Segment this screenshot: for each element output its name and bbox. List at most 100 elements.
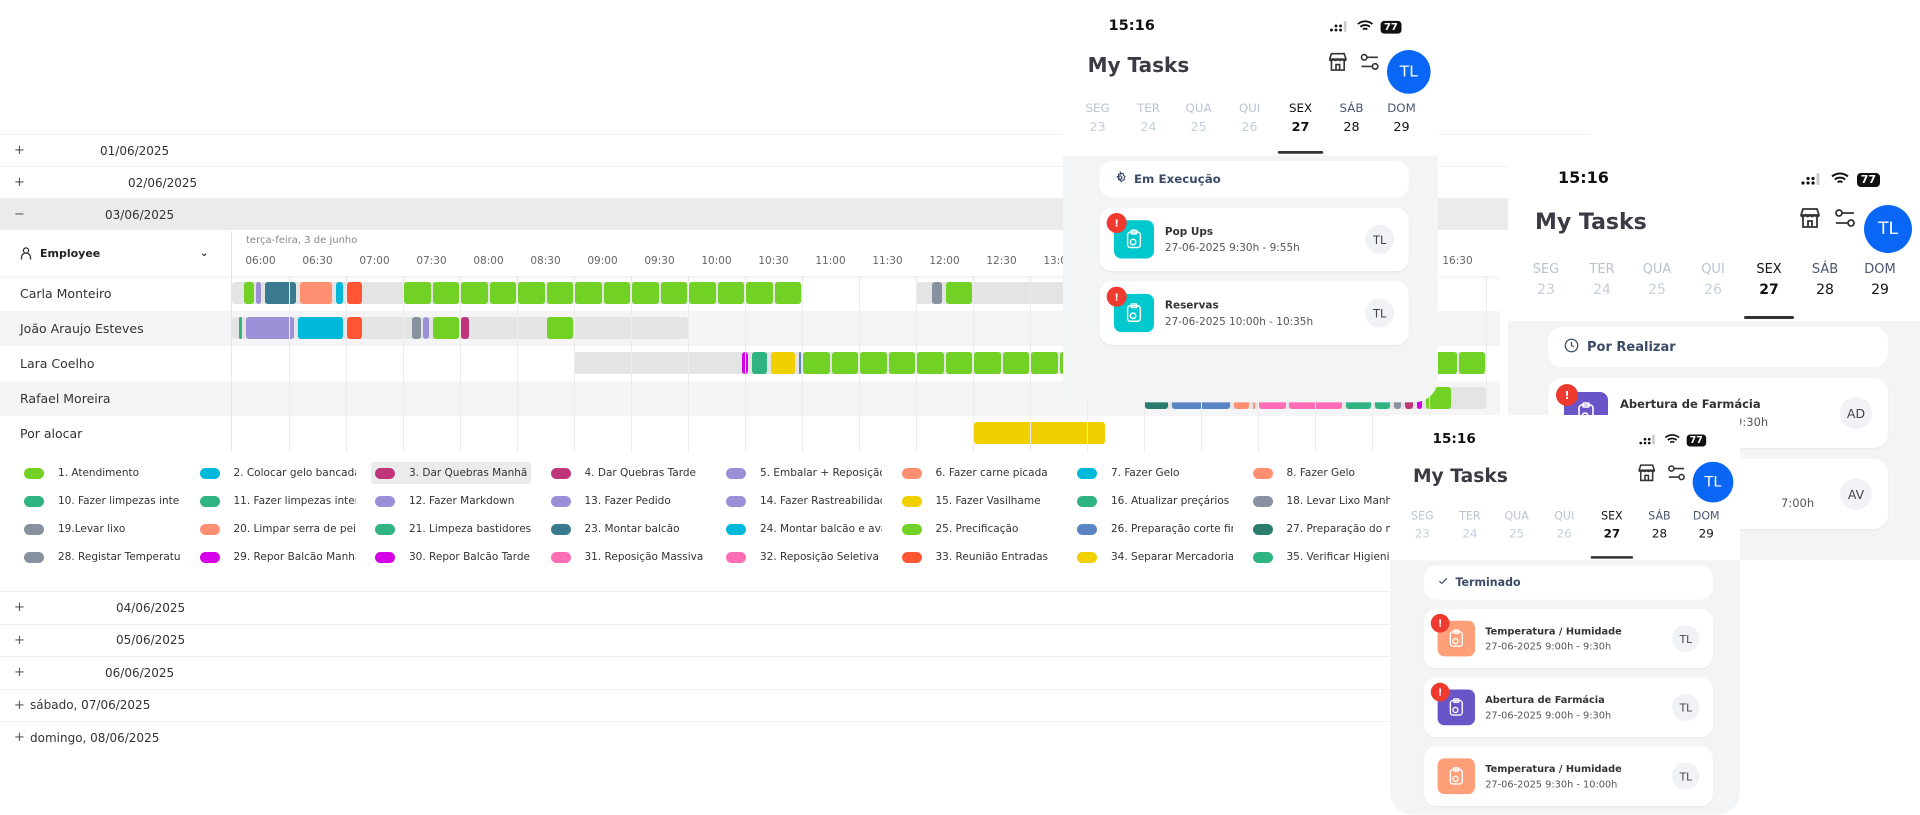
legend-item[interactable]: 4. Dar Quebras Tarde: [547, 462, 707, 484]
legend-item[interactable]: 20. Limpar serra de peix: [196, 518, 356, 540]
legend-item[interactable]: 15. Fazer Vasilhame: [898, 490, 1058, 512]
expand-icon[interactable]: +: [14, 600, 25, 615]
date-row[interactable]: +04/06/2025: [0, 591, 1590, 623]
legend-item[interactable]: 34. Separar Mercadoria: [1073, 546, 1233, 568]
legend-item[interactable]: 6. Fazer carne picada: [898, 462, 1058, 484]
user-avatar[interactable]: TL: [1386, 50, 1431, 94]
legend-item[interactable]: 1. Atendimento: [20, 462, 180, 484]
task-bar[interactable]: [603, 282, 630, 304]
task-bar[interactable]: [299, 282, 332, 304]
expand-icon[interactable]: +: [14, 730, 25, 745]
task-bar[interactable]: [632, 282, 659, 304]
expand-icon[interactable]: +: [14, 175, 25, 190]
user-avatar[interactable]: TL: [1864, 205, 1912, 253]
task-bar[interactable]: [546, 317, 573, 339]
store-icon[interactable]: [1798, 206, 1824, 232]
task-bar[interactable]: [432, 282, 459, 304]
task-bar[interactable]: [244, 282, 254, 304]
task-bar[interactable]: [932, 282, 942, 304]
task-bar[interactable]: [347, 317, 363, 339]
day-tab[interactable]: DOM 29: [1376, 102, 1427, 135]
task-card[interactable]: Temperatura / Humidade 27-06-2025 9:30h -…: [1424, 746, 1713, 806]
task-bar[interactable]: [860, 352, 887, 374]
day-tab[interactable]: DOM 29: [1852, 262, 1908, 298]
day-tab[interactable]: SEG 23: [1072, 102, 1123, 135]
task-card[interactable]: ! Reservas 27-06-2025 10:00h - 10:35h TL: [1099, 281, 1409, 345]
legend-item[interactable]: 27. Preparação do m: [1249, 518, 1409, 540]
day-tab[interactable]: TER 24: [1574, 262, 1630, 298]
day-tab[interactable]: QUI 26: [1540, 510, 1588, 541]
date-row[interactable]: +02/06/2025: [0, 166, 1590, 198]
legend-item[interactable]: 19.Levar lixo: [20, 518, 180, 540]
legend-item[interactable]: 13. Fazer Pedido: [547, 490, 707, 512]
task-bar[interactable]: [432, 317, 459, 339]
legend-item[interactable]: 23. Montar balcão: [547, 518, 707, 540]
status-section-header[interactable]: Por Realizar: [1548, 327, 1888, 367]
employee-filter[interactable]: Employee ⌄: [0, 231, 231, 276]
employee-row[interactable]: Por alocar: [0, 416, 231, 451]
filter-icon[interactable]: [1833, 206, 1859, 232]
task-bar[interactable]: [945, 282, 972, 304]
legend-item[interactable]: 11. Fazer limpezas interr: [196, 490, 356, 512]
task-card[interactable]: ! Pop Ups 27-06-2025 9:30h - 9:55h TL: [1099, 207, 1409, 272]
chevron-down-icon[interactable]: ⌄: [200, 248, 209, 259]
task-bar[interactable]: [945, 352, 972, 374]
filter-icon[interactable]: [1666, 463, 1688, 485]
day-tab[interactable]: TER 24: [1123, 102, 1174, 135]
date-row[interactable]: +01/06/2025: [0, 134, 1590, 166]
task-bar[interactable]: [347, 282, 363, 304]
day-tab[interactable]: QUA 25: [1493, 510, 1541, 541]
legend-item[interactable]: 30. Repor Balcão Tarde: [371, 546, 531, 568]
legend-item[interactable]: 2. Colocar gelo bancada: [196, 462, 356, 484]
task-bar[interactable]: [411, 317, 421, 339]
date-row[interactable]: + domingo, 08/06/2025: [0, 721, 1590, 753]
task-bar[interactable]: [423, 317, 429, 339]
task-bar[interactable]: [660, 282, 687, 304]
task-bar[interactable]: [255, 282, 262, 304]
task-bar[interactable]: [689, 282, 716, 304]
status-section-header[interactable]: Em Execução: [1099, 161, 1409, 198]
task-bar[interactable]: [746, 282, 773, 304]
employee-row[interactable]: Carla Monteiro: [0, 276, 231, 311]
date-row[interactable]: +06/06/2025: [0, 656, 1590, 688]
legend-item[interactable]: 31. Reposição Massiva L: [547, 546, 707, 568]
task-bar[interactable]: [974, 352, 1001, 374]
task-bar[interactable]: [742, 352, 748, 374]
task-bar[interactable]: [799, 352, 802, 374]
task-bar[interactable]: [1458, 352, 1485, 374]
expand-icon[interactable]: +: [14, 632, 25, 648]
task-card[interactable]: ! Temperatura / Humidade 27-06-2025 9:00h …: [1424, 608, 1713, 669]
expand-icon[interactable]: +: [14, 665, 25, 680]
task-bar[interactable]: [489, 282, 516, 304]
legend-item[interactable]: 28. Registar Temperatu: [20, 546, 180, 568]
date-row[interactable]: + sábado, 07/06/2025: [0, 688, 1590, 721]
task-bar[interactable]: [831, 352, 858, 374]
task-bar[interactable]: [751, 352, 767, 374]
day-tab[interactable]: QUA 25: [1173, 102, 1224, 135]
task-bar[interactable]: [888, 352, 915, 374]
task-bar[interactable]: [1002, 352, 1029, 374]
task-bar[interactable]: [518, 282, 545, 304]
legend-item[interactable]: 14. Fazer Rastreabilidad: [722, 490, 882, 512]
legend-item[interactable]: 3. Dar Quebras Manhã: [371, 462, 531, 484]
legend-item[interactable]: 33. Reunião Entradas: [898, 546, 1058, 568]
filter-icon[interactable]: [1359, 51, 1383, 75]
task-bar[interactable]: [404, 282, 431, 304]
day-tab[interactable]: SEX 27: [1275, 102, 1326, 135]
day-tab[interactable]: DOM 29: [1682, 510, 1730, 541]
legend-item[interactable]: 35. Verificar Higieniz: [1249, 546, 1409, 568]
task-bar[interactable]: [917, 352, 944, 374]
user-avatar[interactable]: TL: [1692, 461, 1734, 503]
legend-item[interactable]: 29. Repor Balcão Manhã: [196, 546, 356, 568]
task-bar[interactable]: [717, 282, 744, 304]
task-card[interactable]: ! Abertura de Farmácia 27-06-2025 9:00h - …: [1424, 677, 1713, 738]
task-bar[interactable]: [546, 282, 573, 304]
legend-item[interactable]: 8. Fazer Gelo: [1249, 462, 1409, 484]
task-bar[interactable]: [265, 282, 296, 304]
legend-item[interactable]: 10. Fazer limpezas inter: [20, 490, 180, 512]
day-tab[interactable]: QUA 25: [1629, 262, 1685, 298]
legend-item[interactable]: 21. Limpeza bastidores: [371, 518, 531, 540]
task-bar[interactable]: [774, 282, 801, 304]
employee-row[interactable]: Rafael Moreira: [0, 381, 231, 416]
day-tab[interactable]: SEX 27: [1741, 262, 1797, 298]
